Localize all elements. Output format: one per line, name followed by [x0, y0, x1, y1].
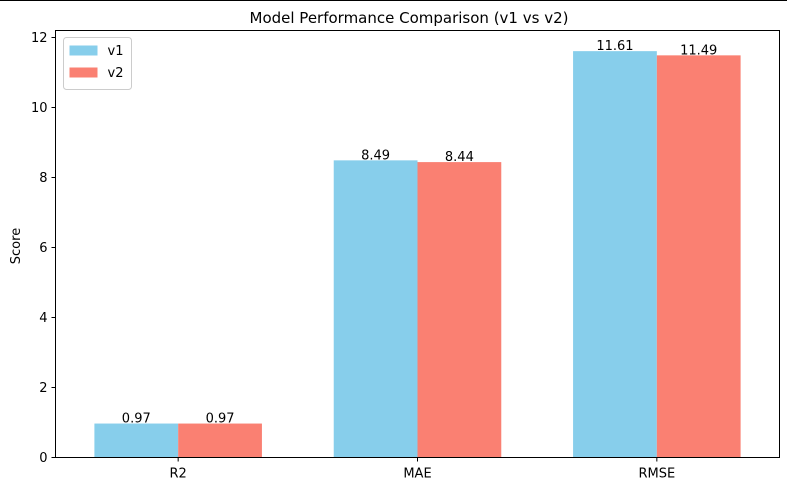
y-tick-label: 6 — [39, 241, 47, 256]
y-tick-label: 8 — [39, 171, 47, 186]
bar-v2-rmse — [656, 55, 741, 458]
y-axis-label: Score — [9, 228, 24, 264]
data-label-v2-rmse: 11.49 — [680, 43, 717, 58]
plot-area: 0.97 8.49 11.61 0.97 8.44 11.49 0 2 4 6 8 10 12 R2 MAE… — [31, 31, 741, 482]
x-tick-label: MAE — [403, 467, 431, 482]
legend-label-v2: v2 — [108, 66, 124, 81]
x-tick-label: R2 — [170, 467, 187, 482]
bar-v2-mae — [417, 162, 502, 458]
plot-frame — [55, 30, 780, 458]
bar-v1-rmse — [573, 51, 657, 458]
y-tick-label: 0 — [39, 451, 47, 466]
legend-swatch-v2 — [69, 67, 98, 78]
y-tick-label: 12 — [31, 31, 48, 46]
data-label-v1-mae: 8.49 — [361, 148, 390, 163]
legend-label-v1: v1 — [108, 44, 124, 59]
bar-v2-r2 — [178, 423, 262, 458]
bar-v1-mae — [333, 160, 418, 458]
y-tick-label: 2 — [39, 381, 47, 396]
y-tick-label: 4 — [39, 311, 47, 326]
legend-swatch-v1 — [69, 45, 98, 56]
bar-v1-r2 — [94, 423, 179, 458]
data-label-v1-r2: 0.97 — [122, 412, 151, 427]
data-label-v2-r2: 0.97 — [206, 412, 235, 427]
x-tick-label: RMSE — [638, 467, 675, 482]
chart-title: Model Performance Comparison (v1 vs v2) — [250, 9, 569, 27]
y-tick-label: 10 — [31, 101, 48, 116]
data-label-v2-mae: 8.44 — [445, 150, 474, 165]
data-label-v1-rmse: 11.61 — [596, 39, 633, 54]
